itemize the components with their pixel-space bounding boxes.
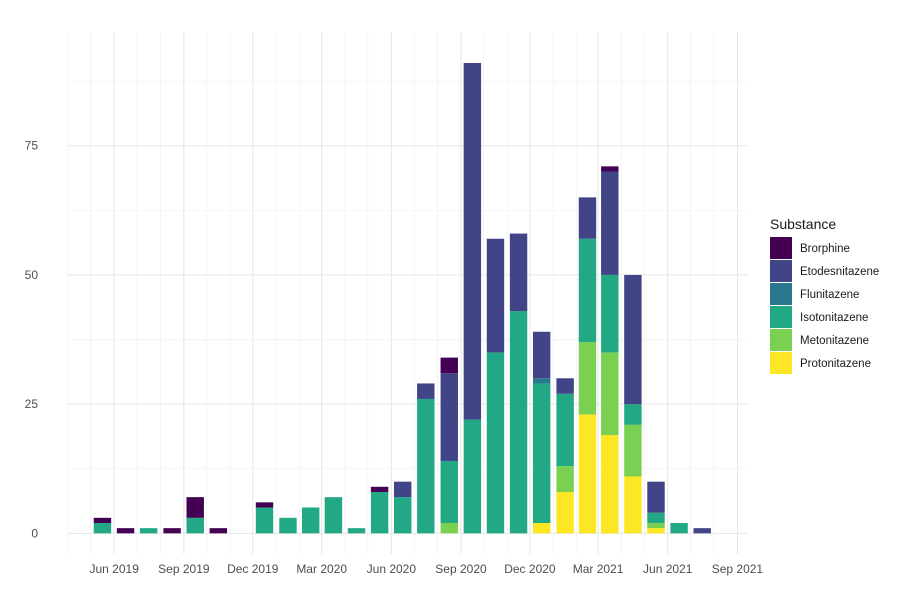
x-tick-label: Sep 2019 xyxy=(158,562,210,576)
bar-segment-isotonitazene xyxy=(486,352,505,534)
bar-segment-etodesnitazene xyxy=(417,383,435,399)
legend-swatch xyxy=(770,237,792,259)
bar-segment-etodesnitazene xyxy=(509,233,528,312)
legend-swatch xyxy=(770,260,792,282)
bar-segment-brorphine xyxy=(209,528,228,534)
bar-segment-isotonitazene xyxy=(417,398,435,534)
bar-segment-isotonitazene xyxy=(186,517,204,534)
bar-segment-brorphine xyxy=(163,528,181,534)
bar-segment-metonitazene xyxy=(440,522,458,534)
x-tick-label: Jun 2019 xyxy=(89,562,139,576)
x-tick-label: Jun 2020 xyxy=(367,562,417,576)
legend-label: Flunitazene xyxy=(800,289,859,301)
legend-label: Isotonitazene xyxy=(800,312,868,324)
legend-label: Etodesnitazene xyxy=(800,266,879,278)
y-tick-label: 25 xyxy=(25,397,39,411)
bar-segment-metonitazene xyxy=(556,466,574,492)
bar-segment-protonitazene xyxy=(532,522,551,534)
legend-label: Brorphine xyxy=(800,243,850,255)
bar-segment-etodesnitazene xyxy=(624,274,642,405)
legend-swatch xyxy=(770,352,792,374)
bar-segment-metonitazene xyxy=(647,522,665,529)
bars xyxy=(93,63,711,534)
bar-segment-isotonitazene xyxy=(670,522,688,534)
grid-lines xyxy=(67,32,748,554)
bar-segment-etodesnitazene xyxy=(647,481,665,513)
bar-segment-isotonitazene xyxy=(624,404,642,425)
bar-segment-etodesnitazene xyxy=(532,331,551,379)
legend: Substance Brorphine Etodesnitazene Flunitaz… xyxy=(770,216,879,374)
bar-segment-metonitazene xyxy=(601,352,619,436)
bar-segment-isotonitazene xyxy=(393,497,412,534)
bar-segment-isotonitazene xyxy=(93,522,112,534)
bar-segment-etodesnitazene xyxy=(578,197,597,239)
x-tick-label: Sep 2020 xyxy=(435,562,487,576)
bar-segment-etodesnitazene xyxy=(393,481,412,498)
bar-segment-isotonitazene xyxy=(463,419,482,534)
bar-segment-protonitazene xyxy=(556,491,574,534)
bar-segment-isotonitazene xyxy=(578,238,597,343)
bar-segment-etodesnitazene xyxy=(486,238,505,353)
legend-swatch xyxy=(770,283,792,305)
bar-segment-brorphine xyxy=(440,357,458,374)
bar-segment-isotonitazene xyxy=(301,507,320,534)
bar-segment-isotonitazene xyxy=(601,274,619,353)
bar-segment-metonitazene xyxy=(578,342,597,415)
x-tick-label: Dec 2019 xyxy=(227,562,279,576)
y-tick-label: 0 xyxy=(31,526,38,540)
legend-label: Protonitazene xyxy=(800,358,871,370)
bar-segment-metonitazene xyxy=(624,424,642,477)
bar-segment-brorphine xyxy=(186,497,204,518)
bar-segment-flunitazene xyxy=(532,378,551,384)
bar-segment-etodesnitazene xyxy=(463,63,482,420)
legend-swatch xyxy=(770,306,792,328)
bar-segment-isotonitazene xyxy=(370,491,389,534)
legend-title: Substance xyxy=(770,216,836,232)
bar-segment-isotonitazene xyxy=(347,528,366,534)
bar-segment-brorphine xyxy=(601,166,619,172)
x-tick-label: Mar 2020 xyxy=(296,562,347,576)
bar-segment-protonitazene xyxy=(624,476,642,534)
legend-swatch xyxy=(770,329,792,351)
bar-segment-etodesnitazene xyxy=(556,378,574,394)
x-tick-label: Sep 2021 xyxy=(712,562,764,576)
bar-segment-isotonitazene xyxy=(279,517,297,534)
x-tick-label: Jun 2021 xyxy=(643,562,693,576)
bar-segment-brorphine xyxy=(116,528,135,534)
x-tick-label: Dec 2020 xyxy=(504,562,556,576)
bar-segment-isotonitazene xyxy=(647,512,665,523)
legend-label: Metonitazene xyxy=(800,335,869,347)
bar-segment-isotonitazene xyxy=(440,460,458,523)
bar-segment-etodesnitazene xyxy=(440,373,458,461)
y-tick-label: 50 xyxy=(25,268,39,282)
bar-segment-protonitazene xyxy=(647,528,665,534)
bar-segment-protonitazene xyxy=(601,435,619,534)
bar-segment-brorphine xyxy=(370,486,389,492)
y-tick-label: 75 xyxy=(25,139,39,153)
bar-segment-isotonitazene xyxy=(324,497,343,534)
bar-segment-etodesnitazene xyxy=(601,171,619,275)
x-tick-label: Mar 2021 xyxy=(573,562,624,576)
bar-segment-isotonitazene xyxy=(255,507,274,534)
bar-segment-protonitazene xyxy=(578,414,597,534)
bar-segment-brorphine xyxy=(93,517,112,523)
bar-segment-isotonitazene xyxy=(139,528,158,534)
bar-segment-etodesnitazene xyxy=(693,528,711,534)
bar-segment-isotonitazene xyxy=(556,393,574,467)
bar-segment-brorphine xyxy=(255,502,274,508)
bar-segment-isotonitazene xyxy=(532,383,551,523)
axes: 0 25 50 75 Jun 2019 Sep 2019 Dec 2019 Mar 2020 J… xyxy=(25,139,764,576)
bar-segment-isotonitazene xyxy=(509,311,528,534)
